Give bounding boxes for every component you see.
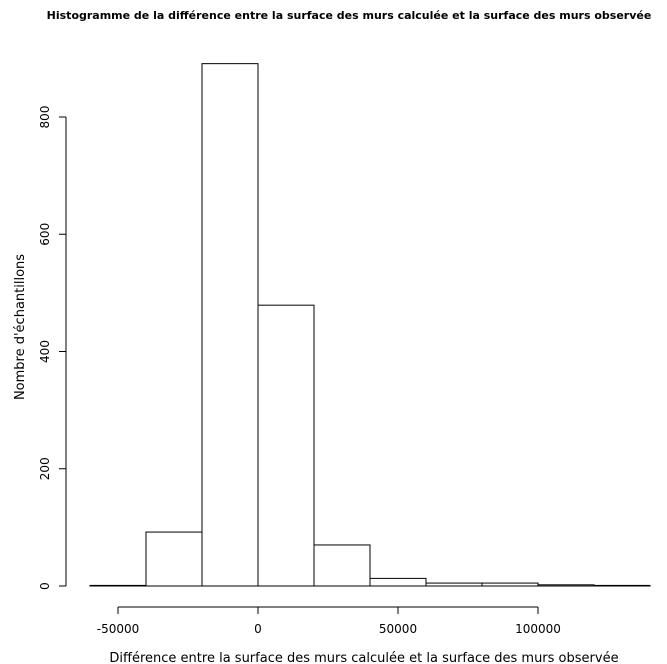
histogram-bar (145, 531, 203, 587)
x-tick-label: 0 (254, 622, 262, 636)
histogram-bar (257, 304, 315, 587)
y-tick-label: 0 (38, 582, 52, 590)
histogram-bar (593, 584, 651, 587)
y-tick-label: 200 (38, 457, 52, 480)
histogram-bar (89, 584, 147, 587)
y-axis-label: Nombre d'échantillons (13, 254, 28, 400)
y-tick-label: 800 (38, 106, 52, 129)
y-tick-label: 400 (38, 340, 52, 363)
bars-group (89, 63, 651, 587)
histogram-bar (425, 582, 483, 587)
y-axis: 0 200 400 600 800 (38, 106, 67, 590)
chart-title: Histogramme de la différence entre la su… (47, 9, 652, 22)
x-tick-label: -50000 (97, 622, 140, 636)
histogram-bar (481, 582, 539, 587)
histogram-bar (369, 577, 427, 587)
x-axis: -50000 0 50000 100000 (97, 606, 561, 636)
x-tick-label: 100000 (515, 622, 561, 636)
histogram-bar (537, 584, 595, 587)
y-tick-label: 600 (38, 223, 52, 246)
x-axis-label: Différence entre la surface des murs cal… (109, 651, 618, 664)
x-tick-label: 50000 (379, 622, 417, 636)
histogram-bar (313, 544, 371, 587)
histogram-bar (201, 63, 259, 587)
